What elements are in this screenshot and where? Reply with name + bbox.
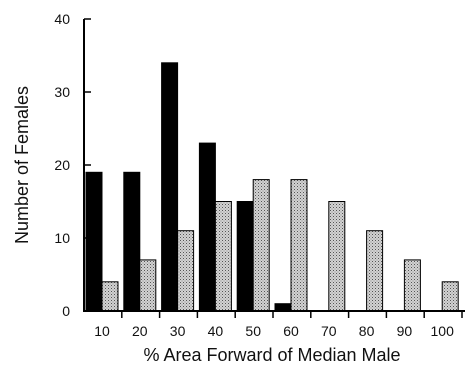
y-axis-ticks: 0 10 20 30 40 [54, 11, 91, 319]
x-tick-label-70: 70 [321, 323, 337, 339]
bar-series2-90 [403, 259, 421, 312]
x-tick-label-40: 40 [208, 323, 224, 339]
x-tick-label-30: 30 [170, 323, 186, 339]
y-tick-label-30: 30 [54, 84, 70, 100]
x-tick-label-50: 50 [245, 323, 261, 339]
bar-series2-20 [139, 259, 157, 312]
y-tick-label-40: 40 [54, 11, 70, 27]
bar-series2-70 [328, 201, 346, 312]
x-tick-label-90: 90 [397, 323, 413, 339]
bars-group [85, 62, 459, 312]
bar-series1-20 [123, 171, 141, 312]
bar-series2-30 [177, 230, 195, 312]
bar-series2-100 [441, 281, 459, 312]
y-tick-label-20: 20 [54, 157, 70, 173]
y-tick-label-0: 0 [62, 303, 70, 319]
x-axis-ticks: 10 20 30 40 50 60 70 80 90 100 [94, 311, 463, 339]
x-tick-label-100: 100 [431, 323, 455, 339]
x-tick-label-80: 80 [359, 323, 375, 339]
y-tick-label-10: 10 [54, 230, 70, 246]
bar-series2-40 [214, 201, 232, 312]
x-axis-title: % Area Forward of Median Male [143, 345, 400, 365]
bar-series1-50 [236, 201, 254, 312]
bar-series2-50 [252, 179, 270, 312]
bar-series1-60 [274, 303, 292, 312]
bar-series1-40 [198, 142, 216, 312]
x-tick-label-20: 20 [132, 323, 148, 339]
bar-series2-10 [101, 281, 119, 312]
x-tick-label-60: 60 [283, 323, 299, 339]
bar-series2-60 [290, 179, 308, 312]
bar-series1-30 [161, 62, 179, 312]
bar-series2-80 [366, 230, 384, 312]
bar-series1-10 [85, 171, 103, 312]
x-tick-label-10: 10 [94, 323, 110, 339]
y-axis-title: Number of Females [12, 86, 32, 244]
